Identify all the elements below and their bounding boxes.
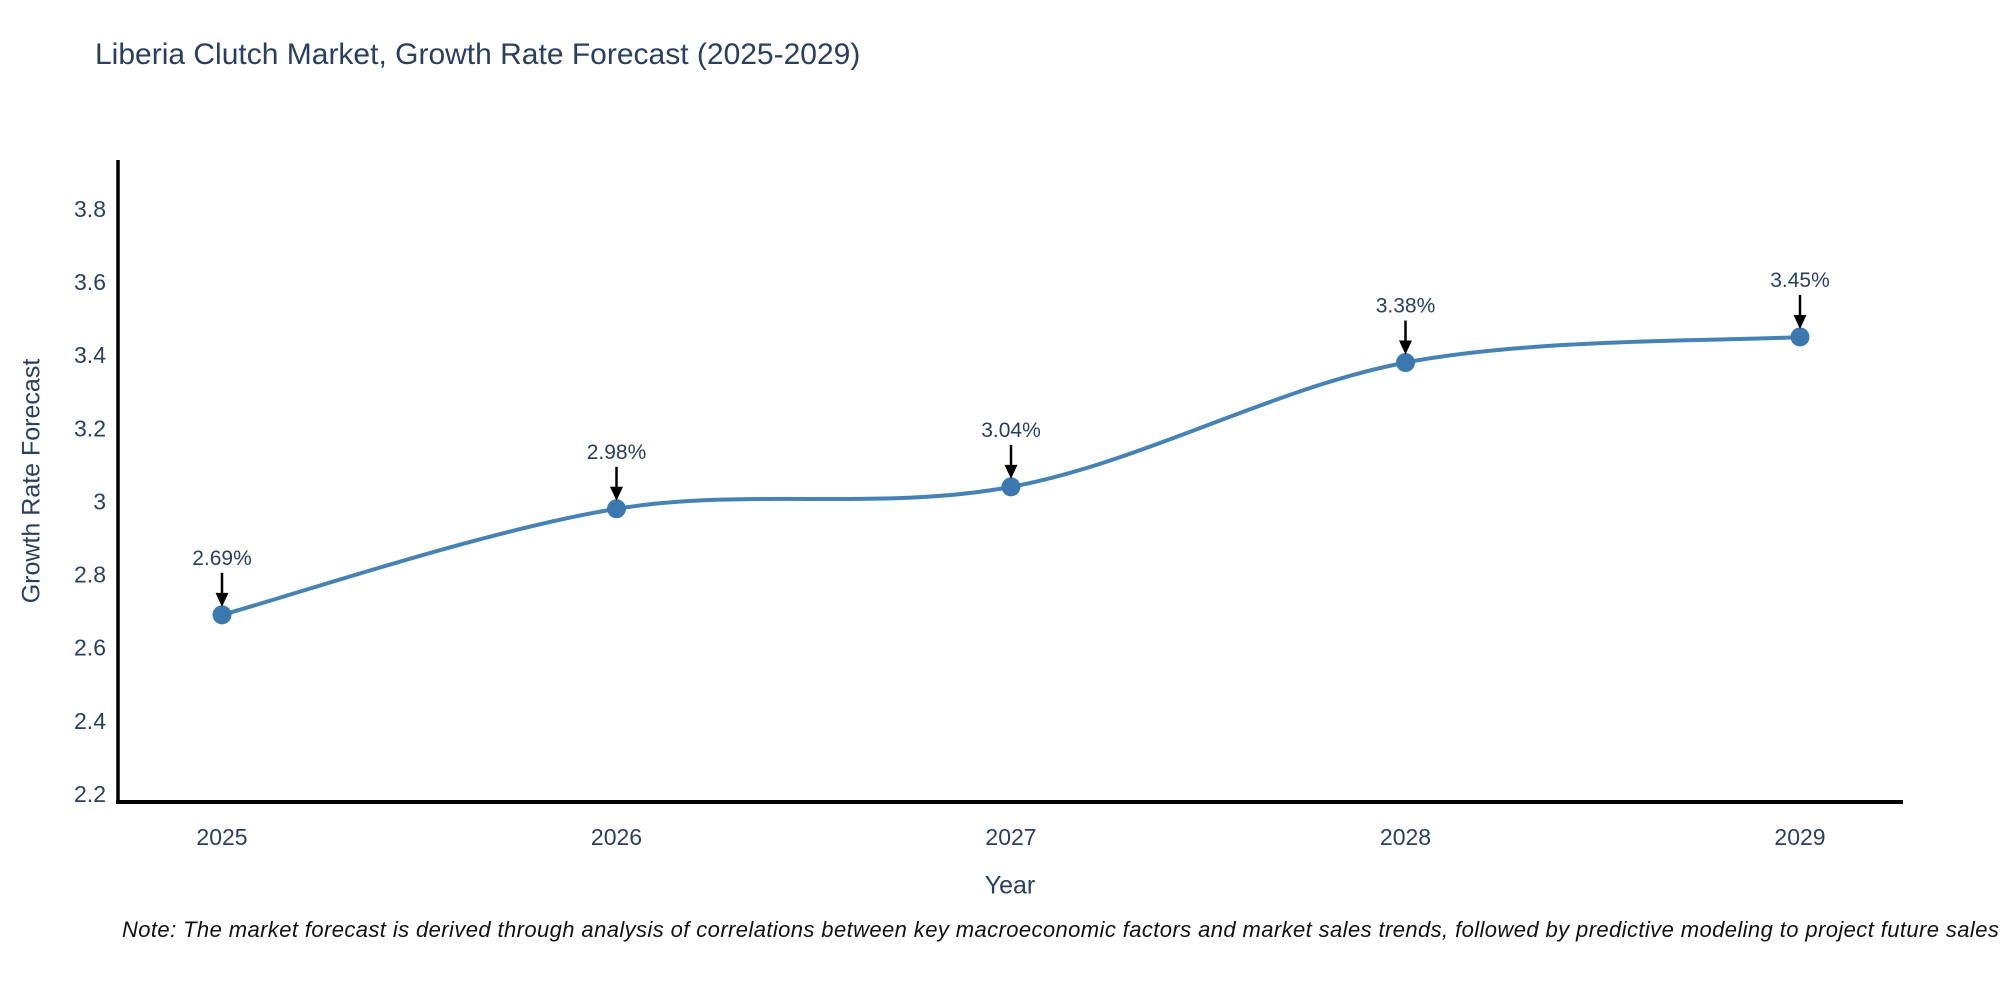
x-tick-label: 2025 [196,824,247,850]
annotation-label: 2.98% [587,441,647,464]
chart-title: Liberia Clutch Market, Growth Rate Forec… [95,38,861,71]
annotation-arrowhead [1399,340,1412,355]
y-tick-label: 3.2 [74,415,106,441]
annotation-label: 2.69% [192,547,252,570]
annotation-label: 3.04% [981,419,1041,442]
data-point-marker [1396,353,1415,373]
annotation-label: 3.38% [1376,295,1436,318]
annotation-arrowhead [215,592,229,607]
x-tick-label: 2028 [1380,824,1431,850]
x-tick-label: 2026 [591,824,642,850]
y-tick-label: 3.4 [74,342,106,368]
y-tick-label: 3.6 [74,269,106,295]
data-point-marker [607,499,626,519]
annotation-label: 3.45% [1770,269,1830,292]
footnote: Note: The market forecast is derived thr… [122,917,2000,942]
data-point-marker [1001,477,1021,497]
y-tick-label: 2.4 [74,708,106,734]
annotation-arrowhead [1004,464,1018,479]
y-tick-label: 2.6 [74,635,106,661]
x-tick-label: 2029 [1774,824,1825,850]
annotation-arrowhead [610,486,623,501]
y-tick-label: 3.8 [74,196,106,222]
y-tick-label: 2.2 [74,781,106,807]
data-point-marker [212,605,232,625]
x-axis-title: Year [984,871,1036,900]
annotation-arrowhead [1793,314,1807,329]
y-tick-label: 3 [93,488,106,514]
data-point-marker [1790,327,1810,347]
y-tick-label: 2.8 [74,562,106,588]
x-tick-label: 2027 [985,824,1036,850]
